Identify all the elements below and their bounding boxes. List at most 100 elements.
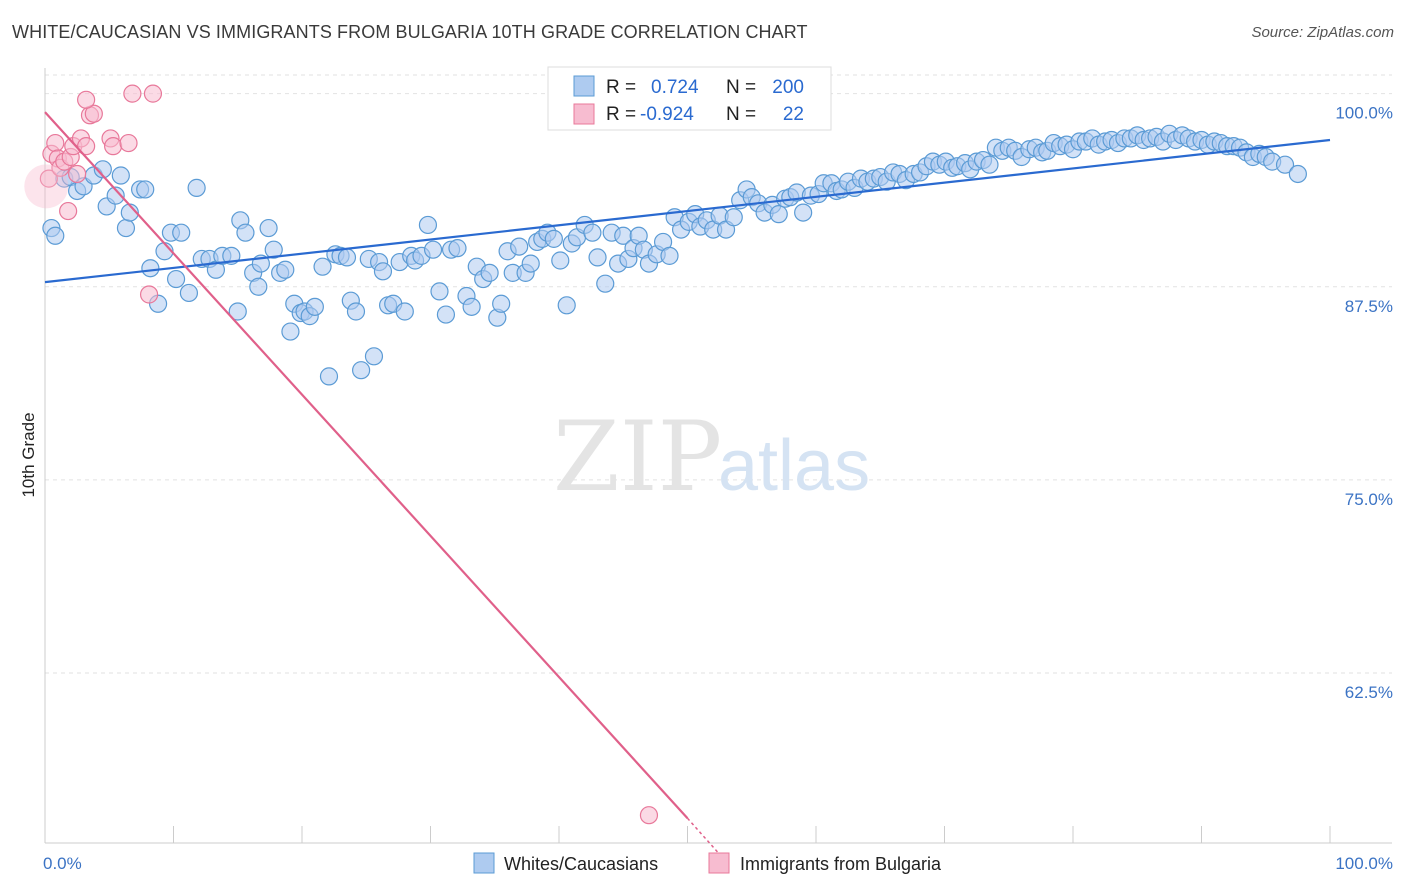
bottom-legend-swatch-whites	[473, 852, 495, 874]
white-caucasian-point	[264, 240, 283, 259]
legend-r-label-1: R =	[606, 77, 636, 98]
white-caucasian-point	[492, 294, 511, 313]
points-layer	[24, 84, 1307, 825]
legend-n-label-1: N =	[726, 77, 756, 98]
y-tick-label: 62.5%	[1345, 683, 1393, 702]
white-caucasian-point	[187, 178, 206, 197]
bulgaria-point	[139, 285, 159, 304]
legend-swatch-bulgaria	[573, 103, 595, 125]
white-caucasian-point	[557, 296, 576, 315]
chart-title: WHITE/CAUCASIAN VS IMMIGRANTS FROM BULGA…	[12, 22, 808, 42]
white-caucasian-point	[521, 254, 540, 273]
white-caucasian-point	[1275, 155, 1295, 174]
legend-n-label-2: N =	[726, 104, 756, 125]
white-caucasian-point	[583, 223, 602, 242]
white-caucasian-point	[249, 277, 268, 296]
watermark-zip: ZIP	[553, 401, 722, 513]
white-caucasian-point	[228, 302, 247, 321]
y-tick-labels: 62.5% 75.0% 87.5% 100.0%	[1335, 104, 1393, 702]
bulgaria-trendline	[44, 111, 689, 820]
white-caucasian-point	[551, 251, 570, 270]
legend-swatch-whites	[573, 75, 595, 97]
grid-layer	[45, 74, 1392, 674]
white-caucasian-point	[166, 269, 186, 289]
bulgaria-point	[104, 137, 123, 156]
white-caucasian-point	[305, 297, 324, 316]
legend-r-label-2: R =	[606, 104, 636, 125]
white-caucasian-point	[93, 160, 112, 179]
white-caucasian-point	[544, 229, 563, 248]
white-caucasian-point	[172, 223, 191, 242]
bulgaria-point	[77, 137, 96, 156]
white-caucasian-point	[236, 223, 255, 242]
white-caucasian-point	[136, 180, 155, 199]
white-caucasian-point	[352, 361, 371, 380]
legend-r-value-1: 0.724	[651, 77, 699, 98]
x-tick-label-end: 100.0%	[1335, 854, 1393, 873]
bulgaria-point	[77, 90, 96, 109]
white-caucasian-point	[281, 322, 300, 341]
bottom-legend-whites: Whites/Caucasians	[504, 854, 658, 874]
white-caucasian-point	[596, 274, 615, 293]
white-caucasian-point	[588, 248, 607, 267]
white-caucasian-point	[418, 215, 438, 235]
bulgaria-point	[59, 201, 78, 221]
white-caucasian-point	[259, 218, 278, 238]
bottom-legend-swatch-bulgaria	[708, 852, 730, 874]
watermark-atlas: atlas	[718, 426, 870, 506]
bulgaria-point	[84, 104, 103, 123]
white-caucasian-point	[980, 155, 999, 174]
y-tick-label: 87.5%	[1345, 297, 1393, 316]
bulgaria-point	[68, 164, 87, 184]
y-tick-label: 75.0%	[1345, 490, 1393, 509]
bulgaria-point	[143, 84, 163, 103]
white-caucasian-point	[319, 367, 339, 386]
bulgaria-point	[39, 169, 58, 188]
white-caucasian-point	[364, 347, 384, 366]
white-caucasian-point	[346, 302, 366, 321]
white-caucasian-point	[116, 218, 136, 238]
bulgaria-point	[639, 806, 659, 825]
legend-n-value-2: 22	[783, 104, 804, 125]
white-caucasian-point	[313, 257, 332, 276]
white-caucasian-trendline	[44, 138, 1331, 284]
white-caucasian-point	[276, 260, 295, 279]
x-tick-label-start: 0.0%	[43, 854, 82, 873]
white-caucasian-point	[724, 208, 743, 227]
white-caucasian-point	[462, 297, 481, 316]
white-caucasian-point	[373, 262, 393, 281]
y-axis-label: 10th Grade	[19, 412, 38, 497]
axes-layer	[44, 68, 1392, 844]
stats-legend: R = 0.724 N = 200 R = -0.924 N = 22	[547, 66, 832, 131]
white-caucasian-point	[510, 237, 529, 256]
bulgaria-point	[123, 84, 142, 103]
bulgaria-point	[119, 133, 138, 153]
white-caucasian-point	[395, 302, 414, 321]
white-caucasian-point	[423, 240, 443, 259]
white-caucasian-point	[179, 283, 199, 303]
x-tick-labels: 0.0% 100.0%	[43, 854, 1393, 873]
white-caucasian-point	[337, 248, 357, 267]
white-caucasian-point	[769, 205, 788, 224]
white-caucasian-point	[436, 305, 456, 324]
white-caucasian-point	[448, 239, 467, 258]
white-caucasian-point	[1288, 164, 1307, 184]
y-tick-label: 100.0%	[1335, 104, 1393, 123]
white-caucasian-point	[46, 226, 65, 245]
legend-n-value-1: 200	[772, 77, 804, 98]
legend-r-value-2: -0.924	[640, 104, 694, 125]
bulgaria-point	[46, 133, 65, 153]
bulgaria-large-point	[24, 164, 69, 209]
watermark: ZIP atlas	[553, 401, 870, 513]
white-caucasian-point	[660, 246, 679, 265]
series-legend: Whites/Caucasians Immigrants from Bulgar…	[473, 852, 942, 874]
white-caucasian-point	[141, 259, 160, 278]
white-caucasian-point	[480, 263, 499, 282]
white-caucasian-point	[794, 203, 813, 222]
chart-source: Source: ZipAtlas.com	[1251, 24, 1394, 41]
white-caucasian-point	[106, 186, 125, 205]
bottom-legend-bulgaria: Immigrants from Bulgaria	[740, 854, 942, 874]
white-caucasian-point	[111, 166, 130, 185]
white-caucasian-point	[430, 282, 449, 301]
